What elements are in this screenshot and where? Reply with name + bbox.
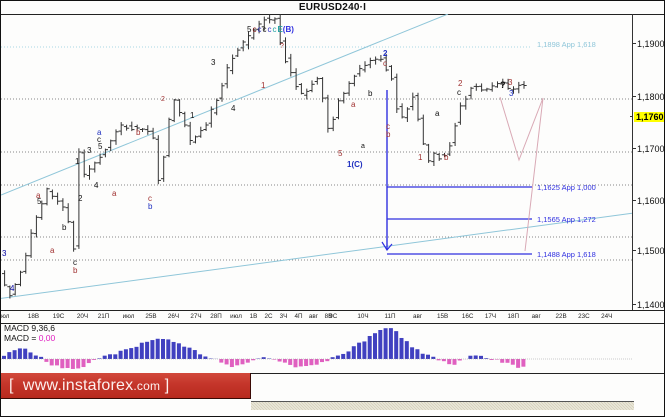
svg-text:a: a: [50, 246, 55, 255]
svg-text:2: 2: [161, 96, 165, 103]
svg-text:9С: 9С: [329, 313, 338, 320]
svg-text:4: 4: [94, 181, 99, 190]
svg-text:19С: 19С: [53, 313, 65, 320]
svg-text:1,1898 App 1,618: 1,1898 App 1,618: [537, 40, 596, 49]
svg-text:b: b: [136, 128, 141, 137]
svg-text:b: b: [62, 223, 67, 232]
svg-text:b: b: [73, 266, 78, 275]
svg-text:a: a: [351, 100, 356, 109]
svg-text:26Ч: 26Ч: [168, 313, 179, 320]
svg-text:21П: 21П: [98, 313, 110, 320]
svg-text:3: 3: [211, 58, 216, 67]
svg-text:15В: 15В: [437, 313, 448, 320]
svg-text:2: 2: [78, 194, 83, 203]
svg-text:c: c: [457, 88, 461, 97]
svg-text:b: b: [386, 130, 391, 139]
svg-text:1,1625 App 1,000: 1,1625 App 1,000: [537, 183, 596, 192]
svg-text:1,1488 App 1,618: 1,1488 App 1,618: [537, 250, 596, 259]
svg-text:a: a: [435, 109, 440, 118]
svg-text:авг: авг: [309, 313, 319, 320]
svg-text:?: ?: [500, 80, 506, 90]
svg-text:27Ч: 27Ч: [190, 313, 201, 320]
svg-text:авг: авг: [532, 313, 542, 320]
svg-text:1: 1: [190, 111, 195, 120]
svg-text:a: a: [361, 143, 365, 150]
svg-text:25В: 25В: [145, 313, 156, 320]
svg-text:1В: 1В: [250, 313, 258, 320]
svg-text:b: b: [368, 89, 373, 98]
svg-text:2: 2: [383, 49, 388, 58]
svg-text:?: ?: [280, 43, 284, 50]
svg-text:1: 1: [261, 81, 266, 90]
svg-text:18П: 18П: [508, 313, 520, 320]
svg-text:23С: 23С: [578, 313, 590, 320]
svg-text:28П: 28П: [210, 313, 222, 320]
svg-text:4: 4: [231, 104, 236, 113]
svg-text:4: 4: [10, 284, 15, 293]
svg-text:11П: 11П: [384, 313, 396, 320]
svg-text:10Ч: 10Ч: [357, 313, 368, 320]
svg-text:5: 5: [338, 149, 343, 158]
svg-text:июл: июл: [1, 313, 10, 320]
svg-text:4П: 4П: [294, 313, 303, 320]
svg-text:3: 3: [509, 89, 514, 98]
svg-text:a: a: [36, 191, 41, 200]
svg-text:22В: 22В: [555, 313, 566, 320]
svg-text:16С: 16С: [462, 313, 474, 320]
svg-text:июл: июл: [123, 313, 135, 320]
svg-text:июл: июл: [230, 313, 242, 320]
svg-text:3: 3: [87, 146, 92, 155]
svg-text:a: a: [112, 189, 117, 198]
svg-text:1: 1: [418, 153, 423, 162]
svg-text:3Ч: 3Ч: [280, 313, 288, 320]
svg-text:20Ч: 20Ч: [77, 313, 88, 320]
svg-text:c: c: [383, 59, 387, 68]
svg-text:18В: 18В: [28, 313, 39, 320]
svg-text:1(C): 1(C): [347, 160, 363, 169]
svg-text:авг: авг: [413, 313, 423, 320]
svg-text:5cccccE(B): 5cccccE(B): [247, 25, 294, 34]
svg-text:1: 1: [75, 157, 80, 166]
svg-text:b: b: [444, 153, 449, 162]
svg-text:1,1565 App 1,272: 1,1565 App 1,272: [537, 215, 596, 224]
svg-text:a: a: [97, 128, 102, 137]
svg-text:17Ч: 17Ч: [485, 313, 496, 320]
svg-text:2С: 2С: [264, 313, 273, 320]
svg-text:b: b: [148, 202, 153, 211]
svg-text:3: 3: [508, 78, 513, 87]
svg-text:24Ч: 24Ч: [601, 313, 612, 320]
svg-text:2: 2: [458, 79, 463, 88]
svg-text:3: 3: [2, 249, 7, 258]
